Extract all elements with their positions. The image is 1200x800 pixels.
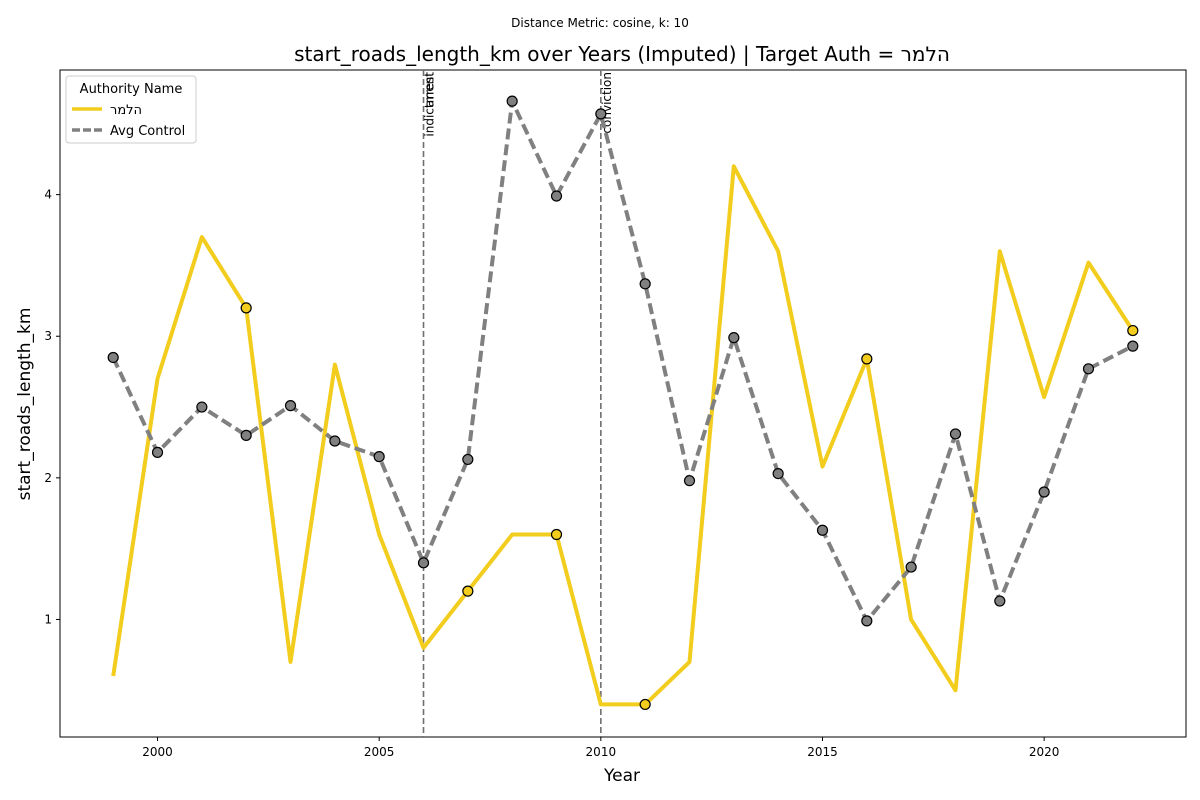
control-point-2013 xyxy=(728,332,740,344)
control-point-2019 xyxy=(994,595,1006,607)
x-tick-label-2020: 2020 xyxy=(1029,745,1060,759)
control-point-2010 xyxy=(595,108,607,120)
control-point-2007 xyxy=(462,453,474,466)
series-line-target xyxy=(111,164,1135,707)
x-tick-label-2005: 2005 xyxy=(364,745,395,759)
control-point-2003 xyxy=(284,400,297,412)
control-point-2001 xyxy=(196,401,208,413)
y-tick-label-1: 1 xyxy=(44,612,52,626)
control-point-2017 xyxy=(905,561,917,573)
control-point-2004 xyxy=(329,435,341,447)
target-point-2022 xyxy=(1127,324,1139,337)
control-point-2021 xyxy=(1082,363,1095,375)
control-point-2014 xyxy=(772,467,784,480)
control-point-2018 xyxy=(949,428,962,440)
axes-frame xyxy=(59,69,1187,738)
control-point-2022 xyxy=(1127,340,1139,352)
chart-title: start_roads_length_km over Years (Impute… xyxy=(294,42,950,66)
control-point-2020 xyxy=(1038,486,1050,498)
control-point-2002 xyxy=(240,429,252,441)
event-label-indictment: indictment xyxy=(423,72,437,137)
target-point-2011 xyxy=(639,698,651,711)
control-point-2000 xyxy=(151,446,164,458)
y-tick-label-4: 4 xyxy=(44,188,52,202)
target-point-2016 xyxy=(861,353,873,365)
legend-label-control: Avg Control xyxy=(110,124,185,139)
legend: Authority Name הלמר Avg Control xyxy=(65,75,197,144)
x-tick-label-2010: 2010 xyxy=(586,745,617,759)
target-point-2007 xyxy=(462,585,474,597)
y-tick-label-2: 2 xyxy=(44,471,52,485)
x-tick-label-2000: 2000 xyxy=(142,745,173,759)
target-point-2002 xyxy=(240,302,252,314)
series-line-control xyxy=(111,99,1134,623)
control-point-2006 xyxy=(417,557,430,569)
control-point-2012 xyxy=(683,475,696,487)
chart-suptitle: Distance Metric: cosine, k: 10 xyxy=(511,16,689,30)
control-point-1999 xyxy=(107,351,119,364)
x-tick-label-2015: 2015 xyxy=(807,745,838,759)
control-point-2015 xyxy=(816,524,829,536)
event-label-arrest: arrest xyxy=(423,72,437,107)
legend-label-target: הלמר xyxy=(110,103,142,118)
plot-area: 2000 2005 2010 2015 2020 1 2 3 4 indictmentarrest… xyxy=(44,69,1187,759)
control-point-2008 xyxy=(506,95,518,107)
control-point-2011 xyxy=(639,278,651,290)
control-point-2016 xyxy=(861,615,873,627)
y-axis-label: start_roads_length_km xyxy=(15,308,35,501)
target-point-2009 xyxy=(550,528,563,541)
x-axis-label: Year xyxy=(603,766,640,786)
y-tick-label-3: 3 xyxy=(44,329,52,343)
legend-frame xyxy=(65,75,197,144)
control-point-2005 xyxy=(373,451,385,463)
control-point-2009 xyxy=(550,190,563,202)
legend-title: Authority Name xyxy=(80,82,183,97)
